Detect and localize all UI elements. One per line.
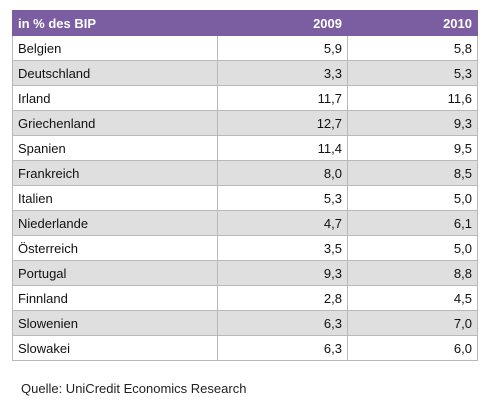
value-2010-cell: 5,0 <box>348 186 478 211</box>
value-2009-cell: 3,5 <box>218 236 348 261</box>
value-2009-cell: 8,0 <box>218 161 348 186</box>
value-2010-cell: 4,5 <box>348 286 478 311</box>
table-row: Italien 5,3 5,0 <box>13 186 478 211</box>
value-2009-cell: 9,3 <box>218 261 348 286</box>
country-cell: Österreich <box>13 236 218 261</box>
table-row: Deutschland 3,3 5,3 <box>13 61 478 86</box>
header-year-2009: 2009 <box>218 11 348 36</box>
table-row: Österreich 3,5 5,0 <box>13 236 478 261</box>
header-label: in % des BIP <box>13 11 218 36</box>
value-2009-cell: 11,7 <box>218 86 348 111</box>
value-2010-cell: 6,1 <box>348 211 478 236</box>
value-2009-cell: 2,8 <box>218 286 348 311</box>
value-2010-cell: 6,0 <box>348 336 478 361</box>
table-row: Belgien 5,9 5,8 <box>13 36 478 61</box>
table-row: Portugal 9,3 8,8 <box>13 261 478 286</box>
country-cell: Slowenien <box>13 311 218 336</box>
table-header-row: in % des BIP 2009 2010 <box>13 11 478 36</box>
country-cell: Slowakei <box>13 336 218 361</box>
country-cell: Frankreich <box>13 161 218 186</box>
table-row: Irland 11,7 11,6 <box>13 86 478 111</box>
value-2010-cell: 5,8 <box>348 36 478 61</box>
value-2010-cell: 5,0 <box>348 236 478 261</box>
table-row: Griechenland 12,7 9,3 <box>13 111 478 136</box>
table-row: Slowakei 6,3 6,0 <box>13 336 478 361</box>
country-cell: Spanien <box>13 136 218 161</box>
table-row: Finnland 2,8 4,5 <box>13 286 478 311</box>
country-cell: Finnland <box>13 286 218 311</box>
value-2010-cell: 7,0 <box>348 311 478 336</box>
value-2010-cell: 11,6 <box>348 86 478 111</box>
table-row: Niederlande 4,7 6,1 <box>13 211 478 236</box>
table-row: Frankreich 8,0 8,5 <box>13 161 478 186</box>
value-2009-cell: 6,3 <box>218 336 348 361</box>
value-2010-cell: 5,3 <box>348 61 478 86</box>
source-note: Quelle: UniCredit Economics Research <box>21 381 246 396</box>
value-2009-cell: 5,9 <box>218 36 348 61</box>
value-2010-cell: 8,5 <box>348 161 478 186</box>
table-row: Spanien 11,4 9,5 <box>13 136 478 161</box>
country-cell: Irland <box>13 86 218 111</box>
value-2009-cell: 5,3 <box>218 186 348 211</box>
country-cell: Deutschland <box>13 61 218 86</box>
value-2009-cell: 6,3 <box>218 311 348 336</box>
country-cell: Portugal <box>13 261 218 286</box>
value-2010-cell: 9,5 <box>348 136 478 161</box>
country-cell: Griechenland <box>13 111 218 136</box>
value-2009-cell: 12,7 <box>218 111 348 136</box>
value-2009-cell: 3,3 <box>218 61 348 86</box>
country-cell: Belgien <box>13 36 218 61</box>
country-cell: Niederlande <box>13 211 218 236</box>
country-cell: Italien <box>13 186 218 211</box>
table-row: Slowenien 6,3 7,0 <box>13 311 478 336</box>
value-2010-cell: 9,3 <box>348 111 478 136</box>
value-2009-cell: 11,4 <box>218 136 348 161</box>
value-2010-cell: 8,8 <box>348 261 478 286</box>
header-year-2010: 2010 <box>348 11 478 36</box>
value-2009-cell: 4,7 <box>218 211 348 236</box>
deficit-table: in % des BIP 2009 2010 Belgien 5,9 5,8 Deut… <box>12 10 478 361</box>
